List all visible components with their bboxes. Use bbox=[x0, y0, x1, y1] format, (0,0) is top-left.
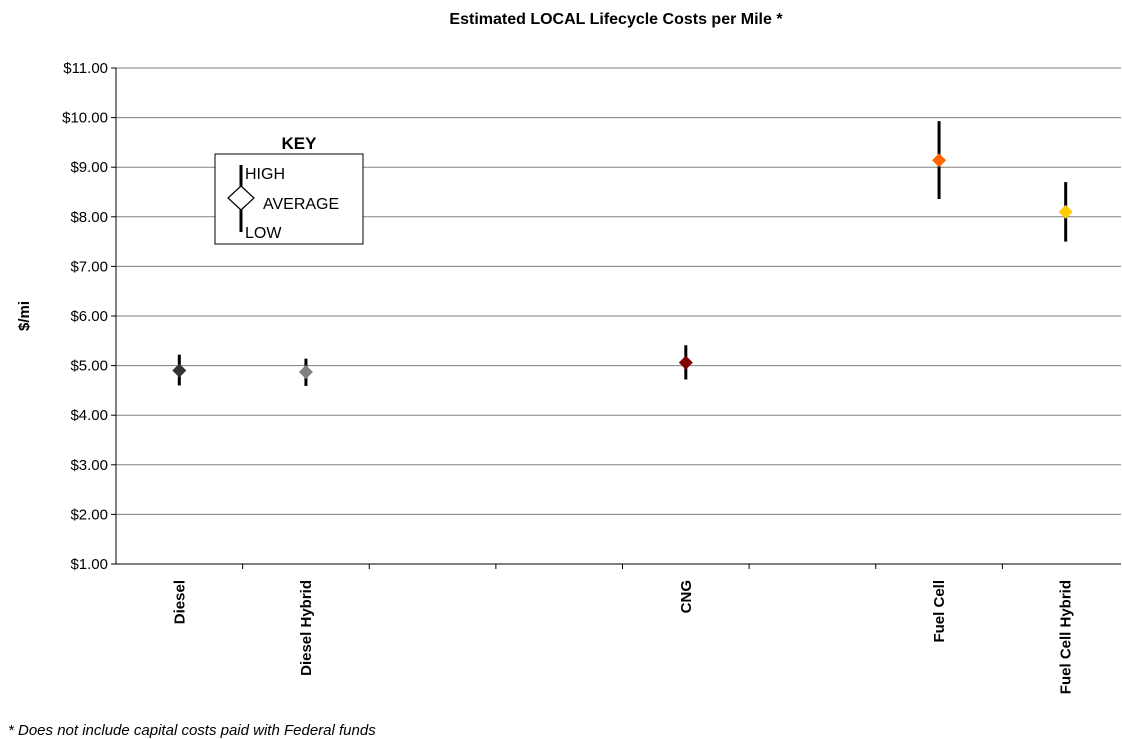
y-tick-label: $6.00 bbox=[70, 308, 108, 325]
y-tick-label: $10.00 bbox=[62, 110, 108, 127]
footnote: * Does not include capital costs paid wi… bbox=[8, 722, 376, 739]
chart-title: Estimated LOCAL Lifecycle Costs per Mile… bbox=[449, 11, 783, 28]
y-tick-label: $3.00 bbox=[70, 457, 108, 474]
y-tick-label: $1.00 bbox=[70, 556, 108, 573]
x-axis-categories: Diesel Diesel Hybrid CNG Fuel Cell Fuel Cell… bbox=[171, 580, 1074, 694]
legend-key: KEY HIGH AVERAGE LOW bbox=[214, 134, 364, 245]
gridlines bbox=[116, 67, 1121, 515]
y-tick-label: $7.00 bbox=[70, 258, 108, 275]
legend-title: KEY bbox=[282, 134, 318, 153]
legend-low-label: LOW bbox=[245, 225, 282, 242]
x-category-label: Fuel Cell Hybrid bbox=[1058, 580, 1075, 694]
y-tick-label: $5.00 bbox=[70, 358, 108, 375]
x-category-label: Diesel bbox=[171, 580, 188, 624]
legend-high-label: HIGH bbox=[245, 166, 285, 183]
x-category-label: Fuel Cell bbox=[931, 580, 948, 643]
y-tick-label: $9.00 bbox=[70, 159, 108, 176]
average-marker bbox=[678, 355, 693, 370]
legend-average-label: AVERAGE bbox=[263, 196, 339, 213]
average-marker bbox=[298, 365, 313, 380]
average-marker bbox=[172, 363, 187, 378]
y-tick-label: $8.00 bbox=[70, 209, 108, 226]
x-category-label: CNG bbox=[678, 580, 695, 613]
average-marker bbox=[1058, 204, 1073, 219]
y-tick-label: $2.00 bbox=[70, 506, 108, 523]
y-axis-ticks: $1.00 $2.00 $3.00 $4.00 $5.00 $6.00 $7.00 $8.00… bbox=[62, 60, 116, 573]
legend-diamond-icon bbox=[227, 185, 255, 211]
y-axis-label: $/mi bbox=[16, 301, 33, 331]
y-tick-label: $4.00 bbox=[70, 407, 108, 424]
average-marker bbox=[932, 153, 947, 168]
x-category-label: Diesel Hybrid bbox=[298, 580, 315, 676]
axes bbox=[115, 68, 1121, 569]
data-marks bbox=[172, 121, 1073, 386]
y-tick-label: $11.00 bbox=[63, 60, 108, 77]
